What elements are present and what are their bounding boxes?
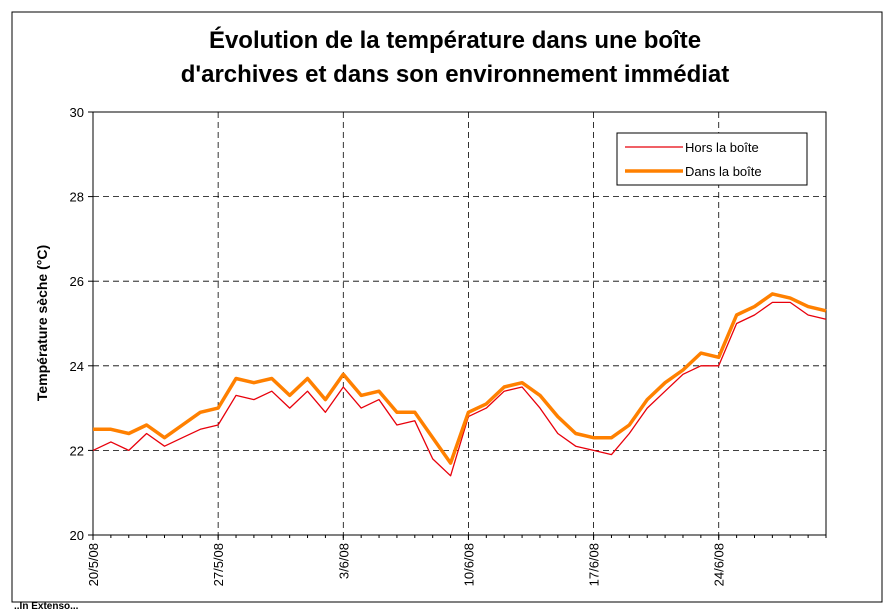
y-tick-label: 24 [70, 359, 84, 374]
chart-title: Évolution de la température dans une boî… [209, 26, 701, 54]
data-line [93, 292, 827, 465]
y-tick-label: 26 [70, 274, 84, 289]
chart-title: d'archives et dans son environnement imm… [181, 61, 730, 88]
y-axis-label: Température sèche (°C) [34, 245, 50, 401]
x-tick-label: 3/6/08 [336, 543, 351, 579]
plot-border [92, 111, 827, 536]
y-tick-label: 30 [70, 105, 84, 120]
legend-box [616, 132, 808, 186]
x-tick-label: 24/6/08 [712, 543, 727, 586]
data-line [92, 301, 827, 477]
legend-label: Hors la boîte [685, 140, 759, 155]
y-tick-label: 28 [70, 190, 84, 205]
x-tick-label: 17/6/08 [587, 543, 602, 586]
x-tick-label: 10/6/08 [461, 543, 476, 586]
legend-label: Dans la boîte [685, 164, 762, 179]
x-tick-label: 27/5/08 [211, 543, 226, 586]
y-tick-label: 22 [70, 443, 84, 458]
y-tick-label: 20 [70, 528, 84, 543]
x-tick-label: 20/5/08 [86, 543, 101, 586]
footer: ..In Extenso... [14, 601, 79, 612]
chart-frame [11, 11, 883, 603]
